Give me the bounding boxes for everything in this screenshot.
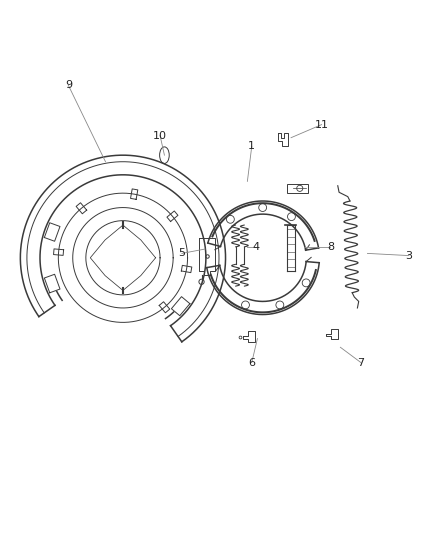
Text: 5: 5 <box>178 248 185 259</box>
Text: 1: 1 <box>248 141 255 151</box>
Text: 10: 10 <box>153 131 167 141</box>
Text: 8: 8 <box>327 242 334 252</box>
Text: 11: 11 <box>314 119 328 130</box>
Text: 6: 6 <box>248 358 255 368</box>
Text: 4: 4 <box>253 242 260 252</box>
Text: 7: 7 <box>357 358 364 368</box>
Text: 3: 3 <box>406 251 413 261</box>
Text: 9: 9 <box>65 80 72 90</box>
Bar <box>287 183 307 193</box>
